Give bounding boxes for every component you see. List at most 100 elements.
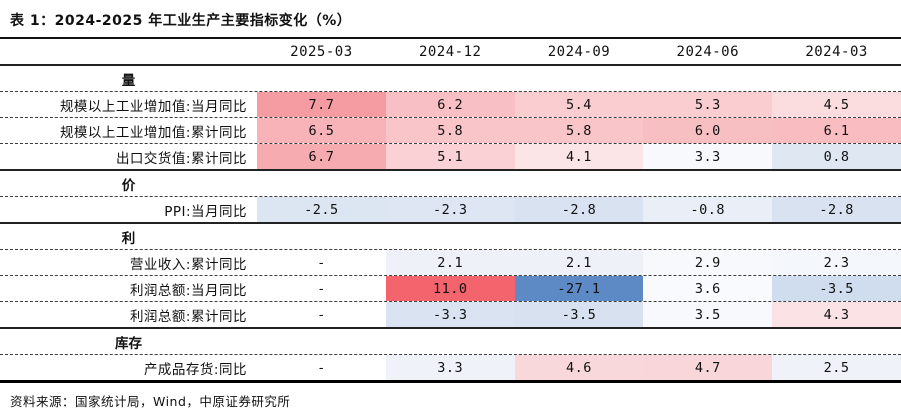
value-cell: -2.3 [385, 197, 515, 222]
value-cell: 4.3 [772, 302, 901, 327]
source-note: 资料来源：国家统计局，Wind，中原证券研究所 [10, 394, 291, 409]
value-cell: 6.7 [257, 144, 386, 169]
group-header-filler [257, 66, 386, 91]
group-header-filler [643, 224, 772, 249]
group-header-filler [515, 171, 644, 196]
table-row: PPI:当月同比 -2.5 -2.3 -2.8 -0.8 -2.8 [0, 196, 901, 222]
value-cell: 6.1 [772, 118, 901, 143]
group-header-filler [515, 329, 644, 354]
table-bottom-rule [0, 380, 901, 383]
row-label: 规模以上工业增加值:累计同比 [59, 124, 247, 141]
column-header: 2024-03 [805, 43, 868, 60]
group-header-filler [772, 329, 901, 354]
table-row: 营业收入:累计同比 -2.1 2.1 2.9 2.3 [0, 249, 901, 275]
table-header-row: 2025-03 2024-12 2024-09 2024-06 2024-03 [0, 39, 901, 66]
value-cell: -3.3 [385, 302, 515, 327]
row-label: 利润总额:累计同比 [129, 308, 247, 325]
table-group: 量规模以上工业增加值:当月同比 7.7 6.2 5.4 5.3 4.5 规模以上工业增加值:… [0, 66, 901, 169]
value-cell: -3.5 [772, 276, 901, 301]
value-cell: 2.9 [643, 250, 773, 275]
group-header-filler [643, 329, 772, 354]
group-label: 库存 [115, 335, 142, 352]
column-header: 2024-09 [547, 43, 611, 60]
value-cell: -27.1 [514, 276, 644, 301]
value-cell: - [257, 302, 386, 327]
value-cell: 3.3 [643, 144, 773, 169]
table-row: 利润总额:当月同比 -11.0 -27.1 3.6 -3.5 [0, 275, 901, 301]
value-cell: 11.0 [385, 276, 515, 301]
group-header-filler [386, 66, 515, 91]
value-cell: -3.5 [514, 302, 644, 327]
value-cell: - [257, 276, 386, 301]
value-cell: 6.2 [385, 92, 515, 117]
table-title: 表 1：2024-2025 年工业生产主要指标变化（%） [0, 0, 901, 39]
table-row: 规模以上工业增加值:累计同比 6.5 5.8 5.8 6.0 6.1 [0, 117, 901, 143]
value-cell: 2.1 [514, 250, 644, 275]
column-header: 2025-03 [290, 43, 353, 60]
value-cell: 5.4 [514, 92, 644, 117]
value-cell: 5.8 [514, 118, 644, 143]
table-group: 利营业收入:累计同比 -2.1 2.1 2.9 2.3 利润总额:当月同比 -11.0 -27… [0, 222, 901, 327]
group-label: 价 [121, 177, 136, 194]
value-cell: 5.8 [385, 118, 515, 143]
group-label: 量 [121, 72, 136, 89]
value-cell: -0.8 [643, 197, 773, 222]
value-cell: -2.8 [772, 197, 901, 222]
row-label: PPI:当月同比 [164, 203, 247, 220]
value-cell: -2.5 [257, 197, 386, 222]
value-cell: 6.5 [257, 118, 386, 143]
value-cell: 5.1 [385, 144, 515, 169]
group-header-filler [257, 224, 386, 249]
group-header-filler [772, 224, 901, 249]
row-label: 营业收入:累计同比 [129, 256, 247, 273]
value-cell: 2.5 [772, 355, 901, 380]
table-row: 规模以上工业增加值:当月同比 7.7 6.2 5.4 5.3 4.5 [0, 91, 901, 117]
group-header-filler [386, 171, 515, 196]
group-header-filler [772, 66, 901, 91]
value-cell: 4.5 [772, 92, 901, 117]
value-cell: 6.0 [643, 118, 773, 143]
group-header-row: 利 [0, 224, 901, 249]
group-label: 利 [121, 230, 136, 247]
value-cell: 0.8 [772, 144, 901, 169]
group-header-filler [643, 66, 772, 91]
value-cell: 3.6 [643, 276, 773, 301]
group-header-filler [515, 224, 644, 249]
column-header: 2024-06 [676, 43, 740, 60]
table-body: 量规模以上工业增加值:当月同比 7.7 6.2 5.4 5.3 4.5 规模以上工业增加值:… [0, 66, 901, 380]
table-group: 库存 产成品存货:同比 -3.3 4.6 4.7 2.5 [0, 327, 901, 380]
row-label: 出口交货值:累计同比 [115, 150, 247, 167]
value-cell: 2.3 [772, 250, 901, 275]
group-header-filler [772, 171, 901, 196]
column-header: 2024-12 [418, 43, 482, 60]
header-spacer [0, 39, 257, 64]
group-header-filler [643, 171, 772, 196]
table-group: 价 PPI:当月同比 -2.5 -2.3 -2.8 -0.8 -2.8 [0, 169, 901, 222]
group-header-filler [386, 329, 515, 354]
group-header-row: 价 [0, 171, 901, 196]
group-header-filler [257, 329, 386, 354]
value-cell: 4.7 [643, 355, 773, 380]
row-label: 产成品存货:同比 [143, 361, 247, 378]
value-cell: - [257, 355, 386, 380]
value-cell: 3.3 [385, 355, 515, 380]
table-row: 出口交货值:累计同比 6.7 5.1 4.1 3.3 0.8 [0, 143, 901, 169]
value-cell: 5.3 [643, 92, 773, 117]
group-header-filler [515, 66, 644, 91]
value-cell: 7.7 [257, 92, 386, 117]
row-label: 规模以上工业增加值:当月同比 [59, 98, 247, 115]
row-label: 利润总额:当月同比 [129, 282, 247, 299]
group-header-filler [257, 171, 386, 196]
value-cell: 4.6 [514, 355, 644, 380]
group-header-filler [386, 224, 515, 249]
table-row: 产成品存货:同比 -3.3 4.6 4.7 2.5 [0, 354, 901, 380]
value-cell: 2.1 [385, 250, 515, 275]
table-row: 利润总额:累计同比 - -3.3 -3.5 3.5 4.3 [0, 301, 901, 327]
value-cell: - [257, 250, 386, 275]
value-cell: 3.5 [643, 302, 773, 327]
group-header-row: 量 [0, 66, 901, 91]
value-cell: -2.8 [514, 197, 644, 222]
value-cell: 4.1 [514, 144, 644, 169]
group-header-row: 库存 [0, 329, 901, 354]
